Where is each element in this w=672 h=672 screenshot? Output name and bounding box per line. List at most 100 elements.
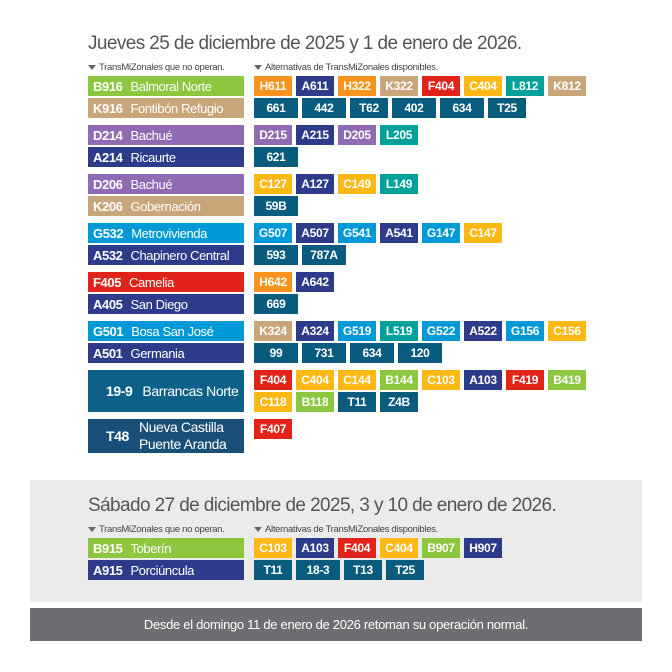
route-name: Fontibón Refugio bbox=[130, 100, 224, 116]
alternative-line: 661 442 T62 402 634 T25 bbox=[254, 98, 586, 118]
alternative-line: 99 731 634 120 bbox=[254, 343, 586, 363]
route-badge: L812 bbox=[506, 76, 544, 96]
route-code: 19-9 bbox=[106, 383, 133, 399]
alternative-line: 621 bbox=[254, 147, 418, 167]
route-badge: B118 bbox=[296, 392, 334, 412]
route-name: Ricaurte bbox=[130, 149, 176, 165]
route-code: K916 bbox=[93, 100, 123, 116]
route-badge: T62 bbox=[350, 98, 388, 118]
route-badge: A541 bbox=[380, 223, 418, 243]
route-badge: T25 bbox=[386, 560, 424, 580]
alternatives: D215 A215 D205 L205 621 bbox=[254, 125, 418, 167]
alternative-line: C103 A103 F404 C404 B907 H907 bbox=[254, 538, 502, 558]
route-box: D214 Bachué bbox=[88, 125, 244, 145]
section-title: Jueves 25 de diciembre de 2025 y 1 de en… bbox=[88, 33, 522, 54]
route-badge: H322 bbox=[338, 76, 376, 96]
alternative-line: G507 A507 G541 A541 G147 C147 bbox=[254, 223, 502, 243]
alternative-line: C118 B118 T11 Z4B bbox=[254, 392, 586, 412]
alternative-line: 593 787A bbox=[254, 245, 502, 265]
route-box: A532 Chapinero Central bbox=[88, 245, 244, 265]
route-badge: 621 bbox=[254, 147, 298, 167]
route-badge: G147 bbox=[422, 223, 460, 243]
closed-routes: G532 Metrovivienda A532 Chapinero Central bbox=[88, 223, 244, 265]
route-badge: A215 bbox=[296, 125, 334, 145]
alternative-line: F407 bbox=[254, 419, 292, 439]
alternatives: H611 A611 H322 K322 F404 C404 L812 K812 661 442 T6… bbox=[254, 76, 586, 118]
route-badge: D205 bbox=[338, 125, 376, 145]
route-badge: 669 bbox=[254, 294, 298, 314]
route-group: D214 Bachué A214 Ricaurte D215 A215 D205 L205 62… bbox=[88, 125, 642, 167]
route-badge: K324 bbox=[254, 321, 292, 341]
route-name: Camelia bbox=[129, 274, 174, 290]
route-name: Balmoral Norte bbox=[130, 78, 212, 94]
route-code: A501 bbox=[93, 345, 123, 361]
route-badge: A507 bbox=[296, 223, 334, 243]
alternative-line: 59B bbox=[254, 196, 418, 216]
closed-routes: F405 Camelia A405 San Diego bbox=[88, 272, 244, 314]
section: Jueves 25 de diciembre de 2025 y 1 de en… bbox=[30, 30, 642, 460]
closed-routes: D206 Bachué K206 Gobernación bbox=[88, 174, 244, 216]
alternatives: F404 C404 C144 B144 C103 A103 F419 B419 C118 B118… bbox=[254, 370, 586, 412]
route-badge: C103 bbox=[254, 538, 292, 558]
route-code: K206 bbox=[93, 198, 123, 214]
route-name: Metrovivienda bbox=[131, 225, 207, 241]
section-title: Sábado 27 de diciembre de 2025, 3 y 10 d… bbox=[88, 495, 557, 516]
alternatives: H642 A642 669 bbox=[254, 272, 334, 314]
route-badge: H642 bbox=[254, 272, 292, 292]
route-name: Gobernación bbox=[130, 198, 201, 214]
route-code: B916 bbox=[93, 78, 123, 94]
route-badge: B144 bbox=[380, 370, 418, 390]
alternative-line: C127 A127 C149 L149 bbox=[254, 174, 418, 194]
route-badge: A324 bbox=[296, 321, 334, 341]
route-badge: H907 bbox=[464, 538, 502, 558]
route-badge: F419 bbox=[506, 370, 544, 390]
alternatives: F407 bbox=[254, 419, 292, 453]
section: Sábado 27 de diciembre de 2025, 3 y 10 d… bbox=[30, 480, 642, 602]
route-box: A405 San Diego bbox=[88, 294, 244, 314]
column-header: Alternativas de TransMiZonales disponibl… bbox=[254, 62, 438, 73]
column-header: TransMiZonales que no operan. bbox=[88, 524, 254, 535]
route-box: A501 Germania bbox=[88, 343, 244, 363]
alternative-line: D215 A215 D205 L205 bbox=[254, 125, 418, 145]
footer: Desde el domingo 11 de enero de 2026 ret… bbox=[30, 608, 642, 641]
route-code: B915 bbox=[93, 540, 123, 556]
route-badge: G519 bbox=[338, 321, 376, 341]
alternative-line: K324 A324 G519 L519 G522 A522 G156 C156 bbox=[254, 321, 586, 341]
route-badge: G156 bbox=[506, 321, 544, 341]
column-headers: TransMiZonales que no operan. Alternativa… bbox=[88, 520, 642, 538]
route-badge: 634 bbox=[440, 98, 484, 118]
alternative-line: 669 bbox=[254, 294, 334, 314]
route-name: Nueva Castilla Puente Aranda bbox=[139, 419, 227, 453]
route-group: 19-9 Barrancas Norte F404 C404 C144 B144 C103 A… bbox=[88, 370, 642, 412]
route-group: F405 Camelia A405 San Diego H642 A642 669 bbox=[88, 272, 642, 314]
route-group: T48 Nueva Castilla Puente Aranda F407 bbox=[88, 419, 642, 453]
route-badge: 59B bbox=[254, 196, 298, 216]
route-badge: A127 bbox=[296, 174, 334, 194]
route-box: 19-9 Barrancas Norte bbox=[88, 370, 244, 412]
column-headers: TransMiZonales que no operan. Alternativa… bbox=[88, 58, 642, 76]
route-badge: C404 bbox=[380, 538, 418, 558]
route-badge: F407 bbox=[254, 419, 292, 439]
route-code: A214 bbox=[93, 149, 123, 165]
route-code: A532 bbox=[93, 247, 123, 263]
route-badge: C149 bbox=[338, 174, 376, 194]
route-badge: T11 bbox=[254, 560, 292, 580]
route-badge: H611 bbox=[254, 76, 292, 96]
route-name: Barrancas Norte bbox=[142, 383, 239, 399]
route-badge: A611 bbox=[296, 76, 334, 96]
route-box: B915 Toberín bbox=[88, 538, 244, 558]
route-code: T48 bbox=[106, 428, 129, 444]
alternatives: C103 A103 F404 C404 B907 H907 T11 18-3 T13 T25 bbox=[254, 538, 502, 580]
route-box: D206 Bachué bbox=[88, 174, 244, 194]
route-badge: G522 bbox=[422, 321, 460, 341]
route-badge: C404 bbox=[296, 370, 334, 390]
route-badge: C404 bbox=[464, 76, 502, 96]
route-badge: C118 bbox=[254, 392, 292, 412]
route-code: F405 bbox=[93, 274, 122, 290]
route-badge: L149 bbox=[380, 174, 418, 194]
route-name: Toberín bbox=[130, 540, 172, 556]
column-header: TransMiZonales que no operan. bbox=[88, 62, 254, 73]
route-badge: A522 bbox=[464, 321, 502, 341]
alternatives: K324 A324 G519 L519 G522 A522 G156 C156 99 731 634… bbox=[254, 321, 586, 363]
route-badge: 120 bbox=[398, 343, 442, 363]
